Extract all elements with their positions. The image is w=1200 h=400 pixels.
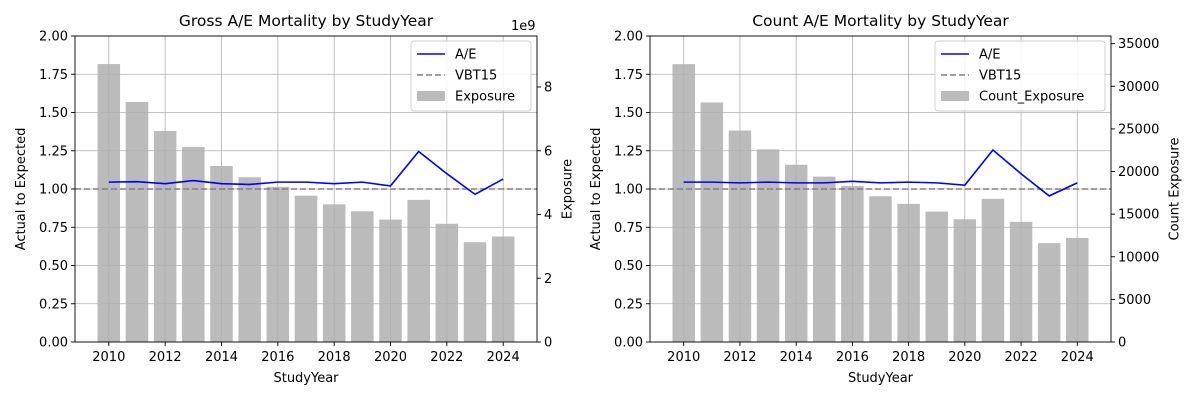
gross-x-tick-label: 2024: [487, 350, 520, 365]
count-x-tick-label: 2014: [780, 350, 813, 365]
gross-y-tick-label: 0.00: [39, 336, 68, 351]
count-x-tick-label: 2020: [948, 350, 981, 365]
gross-y2-offset-text: 1e9: [511, 19, 536, 34]
gross-y2-tick-label: 6: [544, 144, 552, 159]
gross-exposure-bar: [238, 177, 261, 342]
count-y-tick-label: 0.50: [614, 259, 643, 274]
gross-legend-label: Exposure: [455, 90, 515, 105]
count-y-tick-label: 2.00: [614, 30, 643, 45]
gross-y-tick-label: 1.75: [39, 68, 68, 83]
count-y-tick-label: 1.25: [614, 144, 643, 159]
count-y2-tick-label: 35000: [1118, 37, 1159, 52]
gross-y-tick-label: 0.75: [39, 221, 68, 236]
gross-exposure-bar: [294, 195, 318, 342]
gross-ae-line: [108, 150, 504, 196]
gross-y2-tick-label: 0: [544, 336, 552, 351]
gross-chart: 2010 2012 2014 2016 2018 2020 2022 2024 0.00 0.25…: [14, 12, 575, 386]
count-y-tick-label: 0.25: [614, 297, 643, 312]
gross-y-tick-label: 2.00: [39, 30, 68, 45]
gross-x-tick-label: 2022: [430, 350, 463, 365]
gross-x-tick-label: 2018: [318, 350, 351, 365]
count-chart: 2010 2012 2014 2016 2018 2020 2022 2024 0.00 0.25…: [589, 12, 1183, 386]
gross-y-tick-label: 1.50: [39, 106, 68, 121]
count-y2-tick-label: 30000: [1118, 80, 1159, 95]
gross-exposure-bar: [125, 101, 149, 342]
count-y2-tick-label: 25000: [1118, 122, 1159, 137]
count-legend-exposure-swatch: [941, 91, 969, 101]
gross-y2-tick-label: 8: [544, 81, 552, 96]
count-x-tick-label: 2012: [723, 350, 756, 365]
count-exposure-bar: [1037, 243, 1061, 342]
count-exposure-bar: [981, 198, 1005, 342]
count-chart-title: Count A/E Mortality by StudyYear: [752, 12, 1009, 30]
count-y-tick-label: 1.00: [614, 183, 643, 198]
gross-chart-title: Gross A/E Mortality by StudyYear: [179, 12, 434, 30]
count-y2-axis-label: Count Exposure: [1168, 138, 1183, 241]
count-x-tick-label: 2018: [892, 350, 925, 365]
count-legend: A/E VBT15 Count_Exposure: [934, 40, 1106, 112]
count-x-axis-label: StudyYear: [848, 371, 914, 386]
count-x-tick-label: 2016: [836, 350, 869, 365]
gross-y2-tick-label: 2: [544, 272, 552, 287]
count-y2-tick-label: 5000: [1118, 293, 1151, 308]
gross-y-axis-label: Actual to Expected: [14, 128, 29, 251]
gross-legend: A/E VBT15 Exposure: [410, 40, 532, 112]
count-y-tick-label: 1.75: [614, 68, 643, 83]
count-legend-label: A/E: [979, 48, 1001, 63]
gross-x-axis-label: StudyYear: [273, 371, 339, 386]
count-y-axis-label: Actual to Expected: [589, 128, 604, 251]
gross-y-tick-label: 1.25: [39, 144, 68, 159]
count-exposure-bar: [813, 176, 836, 342]
gross-x-tick-label: 2012: [149, 350, 182, 365]
count-exposure-bar: [756, 149, 780, 342]
gross-y2-tick-label: 4: [544, 208, 552, 223]
gross-x-tick-label: 2014: [205, 350, 238, 365]
gross-legend-label: A/E: [455, 48, 477, 63]
gross-legend-label: VBT15: [455, 69, 497, 84]
count-legend-box: [934, 40, 1106, 112]
count-x-tick-label: 2022: [1005, 350, 1038, 365]
count-y-tick-label: 0.75: [614, 221, 643, 236]
count-y2-tick-label: 15000: [1118, 208, 1159, 223]
gross-exposure-bar: [407, 199, 430, 342]
count-y-tick-label: 0.00: [614, 336, 643, 351]
count-x-tick-label: 2024: [1061, 350, 1094, 365]
gross-x-tick-label: 2020: [374, 350, 407, 365]
gross-y2-axis-label: Exposure: [560, 159, 575, 219]
gross-exposure-bar: [351, 211, 374, 342]
count-y2-tick-label: 10000: [1118, 250, 1159, 265]
count-ae-line: [683, 148, 1078, 197]
count-exposure-bar: [700, 102, 724, 342]
gross-exposure-bar: [182, 146, 205, 342]
count-legend-label: Count_Exposure: [979, 90, 1084, 105]
gross-legend-exposure-swatch: [417, 91, 445, 101]
gross-y-tick-label: 1.00: [39, 183, 68, 198]
count-y-tick-label: 1.50: [614, 106, 643, 121]
gross-y-tick-label: 0.25: [39, 297, 68, 312]
count-y2-tick-label: 20000: [1118, 165, 1159, 180]
count-y2-tick-label: 0: [1118, 336, 1126, 351]
count-exposure-bar: [869, 196, 892, 342]
count-legend-label: VBT15: [979, 69, 1021, 84]
gross-y-tick-label: 0.50: [39, 259, 68, 274]
gross-x-tick-label: 2010: [92, 350, 125, 365]
gross-exposure-bar: [463, 242, 487, 342]
count-exposure-bar: [925, 211, 948, 342]
count-x-tick-label: 2010: [667, 350, 700, 365]
gross-x-tick-label: 2016: [261, 350, 294, 365]
